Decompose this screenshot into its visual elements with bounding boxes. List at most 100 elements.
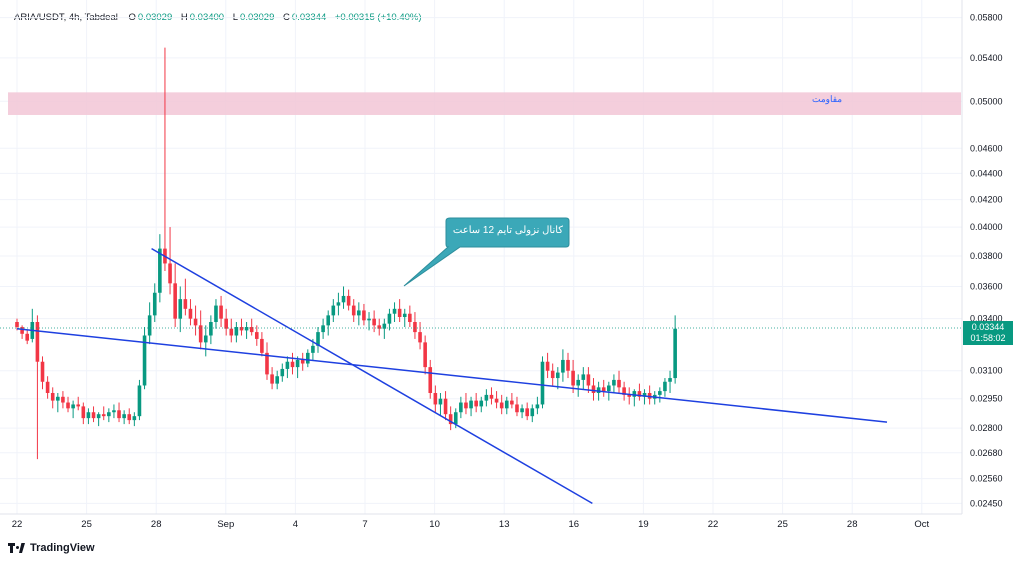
candle-body: [336, 302, 341, 306]
time-tick-label: 22: [708, 519, 719, 530]
candle-body: [561, 359, 565, 373]
candle-body: [311, 345, 315, 353]
candle-body: [280, 368, 285, 377]
candle-body: [260, 338, 264, 353]
candle-body: [601, 387, 606, 392]
candle-body: [107, 412, 111, 417]
callout-text: کانال نزولی تایم 12 ساعت: [452, 225, 564, 236]
price-tick-label: 0.03800: [970, 251, 1003, 261]
candle-body: [101, 414, 106, 417]
candle-body: [76, 404, 81, 407]
candle-body: [499, 402, 504, 409]
candle-body: [413, 322, 417, 333]
candle-body: [127, 414, 132, 421]
price-tick-label: 0.03100: [970, 366, 1003, 376]
candle-body: [321, 325, 325, 333]
candle-body: [86, 412, 91, 419]
candle-body: [71, 404, 75, 409]
candle-body: [50, 392, 55, 401]
candle-body: [617, 379, 621, 388]
candle-body: [91, 412, 96, 419]
candle-body: [377, 325, 382, 329]
price-tick-label: 0.02800: [970, 423, 1003, 433]
candle-body: [632, 391, 637, 397]
candle-body: [331, 305, 336, 316]
candle-body: [147, 315, 152, 336]
price-tick-label: 0.05000: [970, 96, 1003, 106]
candle-body: [418, 332, 422, 343]
time-tick-label: 10: [429, 519, 440, 530]
candle-body: [408, 313, 412, 323]
candle-body: [229, 328, 234, 336]
candle-body: [214, 305, 218, 323]
candle-body: [173, 283, 177, 319]
candle-body: [607, 385, 611, 392]
price-axis: 0.02450 0.02560 0.02680 0.02800 0.02950 0.031…: [970, 13, 1003, 509]
candle-body: [254, 332, 259, 339]
bar-countdown: 01:58:02: [970, 333, 1006, 344]
resistance-label: مقاومت: [812, 94, 843, 104]
tradingview-wordmark: TradingView: [30, 542, 95, 554]
candle-body: [494, 398, 499, 403]
resistance-zone: [8, 92, 961, 115]
candle-body: [397, 308, 402, 318]
candle-body: [555, 372, 560, 379]
time-tick-label: 4: [293, 519, 298, 530]
candle-body: [35, 322, 40, 362]
price-tick-label: 0.03400: [970, 314, 1003, 324]
time-tick-label: 25: [777, 519, 788, 530]
candle-body: [550, 370, 555, 379]
candle-body: [15, 322, 19, 328]
candle-body: [112, 410, 116, 413]
candle-body: [285, 361, 290, 369]
candle-body: [596, 387, 601, 393]
candle-body: [464, 402, 468, 409]
candle-body: [438, 398, 443, 405]
time-tick-label: 28: [151, 519, 162, 530]
candle-body: [581, 374, 586, 380]
candle-body: [244, 327, 249, 331]
candle-body: [663, 381, 667, 392]
price-tick-label: 0.04600: [970, 143, 1003, 153]
candle-body: [96, 414, 101, 419]
time-tick-label: 28: [847, 519, 858, 530]
candle-body: [168, 263, 172, 284]
candle-body: [433, 392, 438, 405]
candle-body: [504, 400, 509, 409]
candle-body: [265, 352, 269, 375]
time-tick-label: 13: [499, 519, 510, 530]
candle-body: [234, 327, 239, 336]
candle-body: [316, 332, 320, 346]
candle-body: [249, 327, 254, 333]
price-tick-label: 0.02950: [970, 394, 1003, 404]
candle-body: [362, 310, 366, 321]
time-tick-label: 19: [638, 519, 649, 530]
price-tick-label: 0.04200: [970, 195, 1003, 205]
candle-body: [81, 406, 86, 419]
candle-body: [443, 398, 448, 415]
candle-body: [469, 400, 473, 409]
candle-body: [566, 359, 570, 371]
candle-body: [525, 408, 529, 417]
candle-body: [188, 308, 193, 319]
candle-body: [520, 408, 524, 413]
candle-body: [540, 361, 545, 405]
tradingview-icon: [8, 543, 26, 553]
price-tick-label: 0.04400: [970, 168, 1003, 178]
candle-body: [423, 342, 427, 368]
price-tick-label: 0.02450: [970, 498, 1003, 508]
candle-body: [295, 359, 300, 368]
candle-body: [209, 322, 213, 336]
channel-upper-line: [16, 327, 888, 423]
candle-body: [117, 410, 121, 419]
candle-body: [357, 310, 361, 316]
candle-body: [66, 402, 70, 409]
price-tick-label: 0.04000: [970, 222, 1003, 232]
candle-body: [152, 292, 157, 316]
candle-body: [351, 305, 356, 316]
candle-body: [586, 374, 591, 386]
tradingview-logo[interactable]: TradingView: [8, 542, 95, 554]
candle-body: [673, 328, 677, 379]
current-price: 0.03344: [971, 322, 1005, 333]
